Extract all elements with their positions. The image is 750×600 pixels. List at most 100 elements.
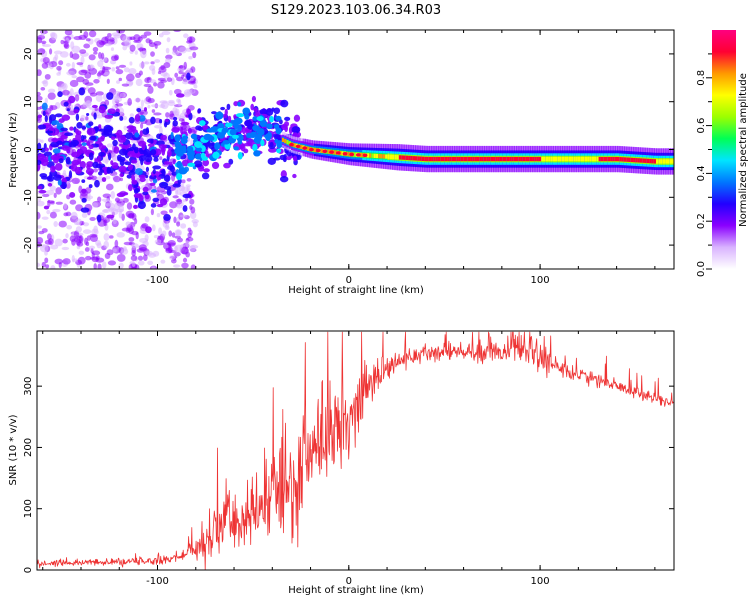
spectrogram-noise-blob	[189, 198, 195, 205]
spectrogram-cluster-blob	[68, 141, 77, 148]
spectrogram-noise-blob	[74, 94, 80, 102]
spectrogram-noise-blob	[131, 243, 139, 249]
spectrogram-cluster-blob	[267, 157, 276, 166]
spectrogram-noise-blob	[50, 32, 58, 41]
spectrogram-noise-blob	[88, 245, 96, 250]
spectrogram-cluster-blob	[101, 177, 107, 182]
spectrogram-cluster-blob	[43, 205, 50, 210]
spectrogram-cluster-blob	[137, 201, 146, 210]
spectrogram-noise-blob	[70, 211, 78, 220]
spectrogram-trace-core	[561, 156, 566, 162]
spectrogram-noise-blob	[176, 221, 181, 227]
spectrogram-trace-core	[548, 156, 552, 162]
spectrogram-hot-blob	[194, 153, 203, 160]
spectrogram-cluster-blob	[119, 116, 124, 121]
spectrogram-noise-blob	[161, 30, 171, 36]
spectrogram-noise-blob	[147, 85, 154, 94]
spectrogram-cluster-blob	[158, 119, 163, 124]
spectrogram-noise-blob	[71, 255, 75, 263]
spectrogram-cluster-blob	[39, 173, 48, 178]
spectrogram-noise-blob	[172, 107, 178, 114]
spectrogram-y-tick-label: 0	[23, 146, 34, 152]
spectrogram-noise-blob	[40, 86, 46, 91]
spectrogram-cluster-blob	[62, 183, 67, 190]
spectrogram-noise-blob	[47, 92, 56, 100]
spectrogram-noise-blob	[176, 204, 183, 209]
spectrogram-noise-blob	[69, 88, 74, 96]
spectrogram-noise-blob	[41, 30, 45, 37]
spectrogram-noise-blob	[105, 183, 114, 191]
spectrogram-cluster-blob	[86, 161, 94, 168]
spectrogram-noise-blob	[96, 72, 102, 77]
spectrogram-cluster-blob	[53, 174, 62, 181]
spectrogram-noise-blob	[142, 254, 148, 262]
spectrogram-noise-blob	[62, 238, 68, 244]
spectrogram-cluster-blob	[126, 174, 132, 179]
colorbar-tick-label: 0.8	[696, 70, 707, 86]
spectrogram-trace-core	[527, 156, 532, 162]
spectrogram-noise-blob	[50, 265, 56, 269]
spectrogram-noise-blob	[85, 187, 92, 194]
spectrogram-cluster-blob	[182, 193, 192, 199]
spectrogram-cluster-blob	[160, 169, 166, 174]
spectrogram-cluster-blob	[127, 184, 133, 192]
spectrogram-trace-core	[447, 156, 451, 162]
spectrogram-trace-core	[525, 156, 529, 162]
spectrogram-cluster-blob	[211, 142, 216, 147]
spectrogram-noise-blob	[80, 56, 85, 65]
spectrogram-noise-blob	[108, 37, 115, 42]
spectrogram-cluster-blob	[79, 145, 88, 154]
spectrogram-noise-blob	[169, 255, 176, 261]
spectrogram-trace-core	[612, 156, 617, 162]
spectrogram-trace-core	[467, 156, 472, 162]
spectrogram-noise-blob	[176, 237, 183, 243]
spectrogram-cluster-blob	[111, 162, 119, 169]
spectrogram-noise-blob	[160, 79, 168, 83]
spectrogram-noise-blob	[94, 107, 98, 112]
spectrogram-trace-core	[656, 159, 660, 164]
spectrogram-noise-blob	[156, 212, 161, 218]
spectrogram-noise-blob	[189, 245, 196, 252]
spectrogram-noise-blob	[54, 238, 63, 247]
spectrogram-trace-core	[637, 158, 642, 163]
spectrogram-cluster-blob	[128, 116, 135, 124]
spectrogram-trace-core	[380, 154, 385, 159]
spectrogram-cluster-blob	[69, 192, 76, 198]
spectrogram-noise-blob	[119, 92, 126, 98]
spectrogram-trace-core	[458, 156, 463, 162]
figure-title: S129.2023.103.06.34.R03	[271, 3, 441, 18]
spectrogram-cluster-blob	[136, 107, 142, 113]
spectrogram-noise-blob	[144, 234, 149, 242]
spectrogram-noise-blob	[100, 52, 105, 60]
spectrogram-trace-core	[456, 156, 460, 162]
spectrogram-trace-core	[389, 154, 394, 159]
spectrogram-y-tick-label: 20	[23, 48, 34, 61]
spectrogram-noise-blob	[82, 229, 92, 234]
spectrogram-y-axis-label: Frequency (Hz)	[8, 112, 19, 188]
spectrogram-cluster-blob	[58, 158, 64, 164]
spectrogram-noise-blob	[57, 85, 62, 93]
spectrogram-noise-blob	[173, 264, 181, 268]
spectrogram-trace-core	[584, 156, 589, 162]
spectrogram-cluster-blob	[98, 128, 108, 132]
spectrogram-noise-blob	[129, 61, 133, 66]
spectrogram-cluster-blob	[49, 116, 53, 124]
spectrogram-noise-blob	[95, 257, 105, 263]
spectrogram-trace-core	[499, 156, 504, 162]
spectrogram-hot-blob	[233, 121, 239, 129]
spectrogram-noise-blob	[53, 220, 58, 227]
spectrogram-noise-blob	[137, 255, 144, 261]
snr-series-line	[37, 331, 674, 570]
spectrogram-noise-blob	[130, 255, 138, 262]
spectrogram-trace-core	[414, 156, 419, 161]
spectrogram-noise-blob	[52, 208, 61, 213]
spectrogram-cluster-blob	[139, 130, 143, 138]
spectrogram-noise-blob	[88, 54, 96, 61]
spectrogram-noise-blob	[108, 235, 114, 239]
spectrogram-noise-blob	[181, 179, 186, 184]
spectrogram-noise-blob	[53, 192, 57, 198]
spectrogram-cluster-blob	[157, 176, 161, 181]
spectrogram-cluster-blob	[243, 142, 253, 147]
spectrogram-noise-blob	[73, 35, 83, 41]
